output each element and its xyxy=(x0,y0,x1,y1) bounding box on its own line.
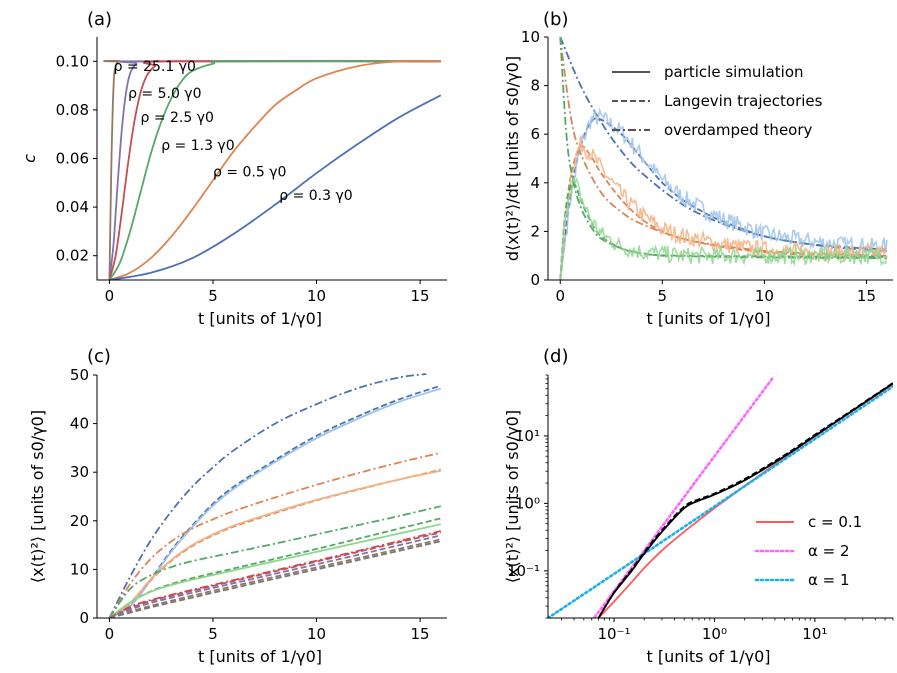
y-tick-label: 4 xyxy=(530,174,540,192)
y-tick-label: 20 xyxy=(70,512,89,530)
series-label: ρ = 25.1 γ0 xyxy=(114,59,196,75)
y-tick-label: 0 xyxy=(530,271,540,289)
y-tick-label: 40 xyxy=(70,415,89,433)
legend-label: particle simulation xyxy=(664,63,804,81)
x-axis-label: t [units of 1/γ0] xyxy=(647,309,771,328)
x-tick-label: 10⁰ xyxy=(702,625,727,643)
series-line xyxy=(559,181,887,280)
x-tick-label: 10⁻¹ xyxy=(598,625,631,643)
panel-label: (d) xyxy=(543,346,568,367)
y-tick-label: 10⁻¹ xyxy=(507,562,540,580)
series-line xyxy=(109,540,441,618)
x-tick-label: 10 xyxy=(307,287,326,305)
panel-label: (c) xyxy=(87,346,111,367)
x-tick-label: 0 xyxy=(105,625,115,643)
axis-line xyxy=(96,37,447,281)
series-line xyxy=(108,505,441,618)
x-tick-label: 0 xyxy=(555,287,565,305)
series-line xyxy=(548,385,893,618)
y-tick-label: 10 xyxy=(521,28,540,46)
y-tick-label: 0.02 xyxy=(56,247,89,265)
x-tick-label: 5 xyxy=(658,287,668,305)
series-line xyxy=(109,531,441,618)
series-line xyxy=(109,94,442,280)
series-line xyxy=(109,538,441,618)
legend-label: c = 0.1 xyxy=(808,513,862,531)
panel-label: (b) xyxy=(543,9,568,30)
y-axis-label: d⟨x(t)²⟩/dt [units of s0/γ0] xyxy=(503,56,522,261)
x-tick-label: 10 xyxy=(307,625,326,643)
panel-d: 10⁻¹ 10⁰ 10¹ 10⁻¹ 10⁰ 10¹ (d) t [units of 1/γ0]… xyxy=(503,346,894,666)
x-tick-label: 0 xyxy=(105,287,115,305)
series-line xyxy=(108,387,442,618)
series-line xyxy=(108,60,441,280)
y-tick-label: 30 xyxy=(70,463,89,481)
panel-label: (a) xyxy=(87,9,112,30)
y-tick-label: 10⁰ xyxy=(515,494,540,512)
x-tick-label: 15 xyxy=(411,287,430,305)
y-tick-label: 0.10 xyxy=(56,52,89,70)
y-tick-label: 2 xyxy=(530,222,540,240)
series-line xyxy=(597,382,893,618)
x-tick-label: 15 xyxy=(857,287,876,305)
series-line xyxy=(108,384,442,618)
series-line xyxy=(108,469,441,618)
legend-label: overdamped theory xyxy=(664,121,813,139)
y-axis-label: ⟨x(t)²⟩ [units of s0/γ0] xyxy=(503,410,522,583)
y-tick-label: 0 xyxy=(79,609,89,627)
series-line xyxy=(559,145,887,280)
y-tick-label: 50 xyxy=(70,366,89,384)
series-line xyxy=(108,517,442,618)
series-line xyxy=(109,530,442,618)
y-tick-label: 0.08 xyxy=(56,101,89,119)
series-line xyxy=(109,60,441,280)
y-tick-label: 6 xyxy=(530,125,540,143)
legend-label: Langevin trajectories xyxy=(664,92,823,110)
series-line xyxy=(109,534,441,618)
series-label: ρ = 0.5 γ0 xyxy=(213,165,286,181)
legend-label: α = 2 xyxy=(808,542,850,560)
y-tick-label: 10¹ xyxy=(515,427,540,445)
y-tick-label: 0.04 xyxy=(56,198,89,216)
series-line xyxy=(108,523,441,618)
series-label: ρ = 0.3 γ0 xyxy=(279,188,352,204)
legend: particle simulation Langevin trajectories… xyxy=(612,63,823,139)
legend: c = 0.1 α = 2 α = 1 xyxy=(754,513,862,589)
y-tick-label: 8 xyxy=(530,77,540,95)
series-line xyxy=(559,176,888,280)
series-label: ρ = 2.5 γ0 xyxy=(140,110,213,126)
x-tick-label: 10 xyxy=(755,287,774,305)
series-line xyxy=(108,60,441,280)
x-axis-label: t [units of 1/γ0] xyxy=(647,647,771,666)
y-axis-label: c xyxy=(20,154,39,163)
y-axis-label: ⟨x(t)²⟩ [units of s0/γ0] xyxy=(28,410,47,583)
x-tick-label: 15 xyxy=(411,625,430,643)
x-axis-label: t [units of 1/γ0] xyxy=(198,309,322,328)
series-label: ρ = 1.3 γ0 xyxy=(161,138,234,154)
panel-c: 0 5 10 15 0 10 20 30 40 50(c) t [units of 1/γ0] ⟨x(… xyxy=(28,346,447,666)
series-line xyxy=(108,373,427,618)
x-axis-label: t [units of 1/γ0] xyxy=(198,647,322,666)
x-tick-label: 5 xyxy=(208,287,218,305)
x-tick-label: 5 xyxy=(208,625,218,643)
panel-a: ρ = 25.1 γ0 ρ = 5.0 γ0 ρ = 2.5 γ0 ρ = 1.3 γ… xyxy=(20,9,447,328)
y-tick-label: 0.06 xyxy=(56,150,89,168)
y-tick-label: 10 xyxy=(70,560,89,578)
series-line xyxy=(108,451,441,618)
x-tick-label: 10¹ xyxy=(802,625,827,643)
legend-label: α = 1 xyxy=(808,571,850,589)
series-label: ρ = 5.0 γ0 xyxy=(128,86,201,102)
